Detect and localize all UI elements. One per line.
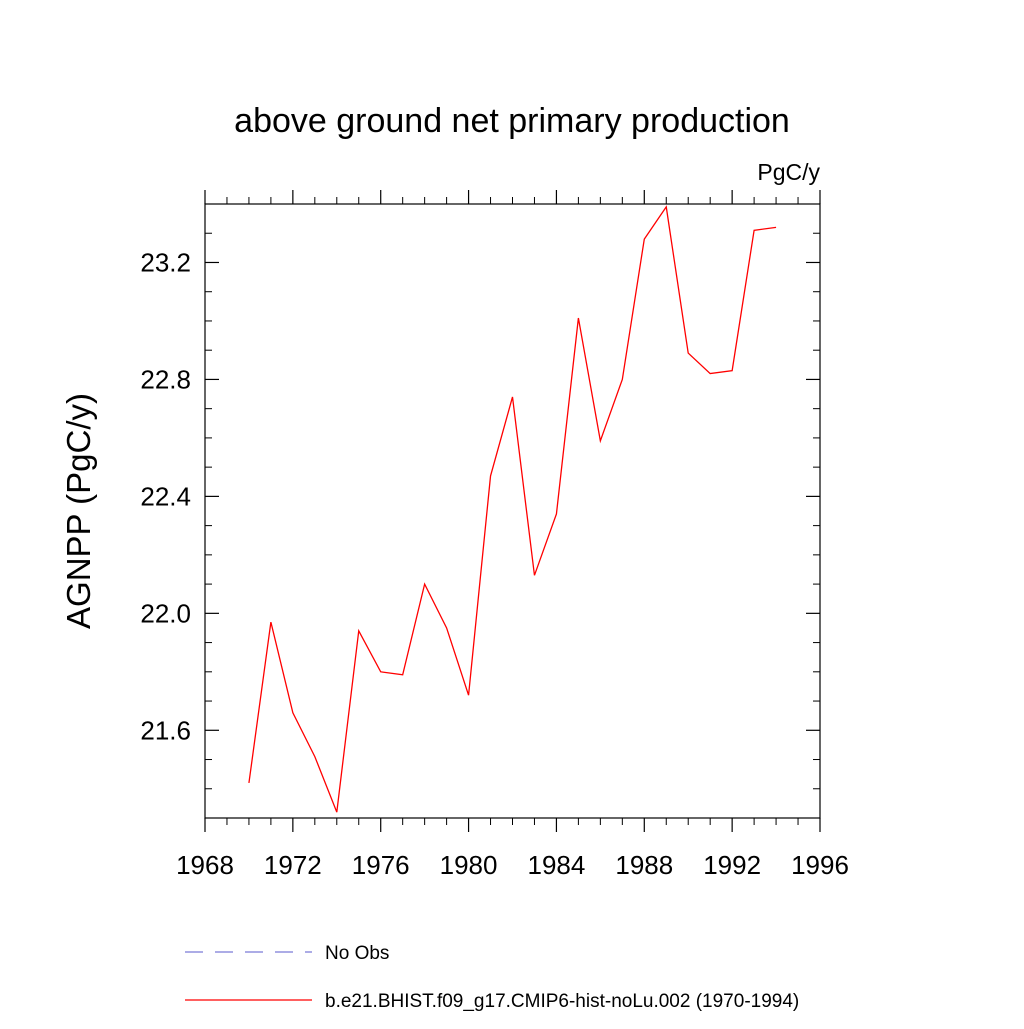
x-tick-label: 1992: [703, 850, 761, 880]
y-tick-label: 23.2: [140, 247, 191, 277]
legend: No Obs b.e21.BHIST.f09_g17.CMIP6-hist-noL…: [185, 943, 799, 1012]
x-tick-label: 1984: [528, 850, 586, 880]
y-tick-label: 22.0: [140, 598, 191, 628]
x-tick-label: 1968: [176, 850, 234, 880]
y-tick-label: 22.4: [140, 481, 191, 511]
x-tick-label: 1976: [352, 850, 410, 880]
units-label: PgC/y: [757, 159, 820, 185]
x-tick-label: 1996: [791, 850, 849, 880]
y-tick-label: 22.8: [140, 364, 191, 394]
series-line: [248, 205, 777, 813]
x-tick-label: 1972: [264, 850, 322, 880]
plot-frame: [204, 203, 821, 819]
axis-ticks: 1968 1972 1976 1980 1984 1988 1992 1996 21.6 22.0…: [140, 190, 849, 880]
x-tick-label: 1980: [440, 850, 498, 880]
chart-title: above ground net primary production: [234, 102, 790, 140]
x-tick-label: 1988: [615, 850, 673, 880]
series-layer: [248, 205, 777, 813]
legend-label: No Obs: [325, 943, 389, 964]
y-axis-label: AGNPP (PgC/y): [60, 393, 97, 629]
legend-label: b.e21.BHIST.f09_g17.CMIP6-hist-noLu.002 …: [325, 991, 799, 1012]
y-tick-label: 21.6: [140, 715, 191, 745]
